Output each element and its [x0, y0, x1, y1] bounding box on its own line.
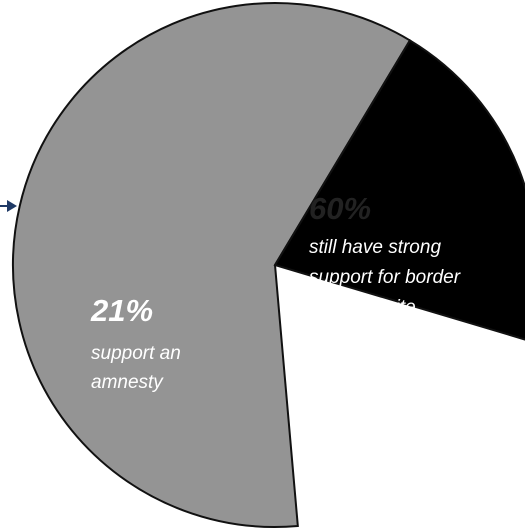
pie-slices [12, 2, 525, 528]
slice-description-60-line-1: still have strong [309, 237, 441, 258]
pointer-arrow-icon [0, 200, 17, 212]
slice-description-60-line-4: enforcement [309, 327, 415, 348]
slice-label-21: 21% [90, 293, 153, 328]
slice-label-60: 60% [309, 191, 371, 226]
slice-description-21-line-1: support an [91, 343, 181, 364]
slice-description-60-line-2: support for border [309, 267, 461, 288]
pie-slice-21 [273, 39, 525, 341]
slice-description-60-line-3: and worksite [309, 297, 416, 318]
slice-description-21-line-2: amnesty [91, 372, 164, 393]
pie-slice-60 [12, 2, 412, 528]
